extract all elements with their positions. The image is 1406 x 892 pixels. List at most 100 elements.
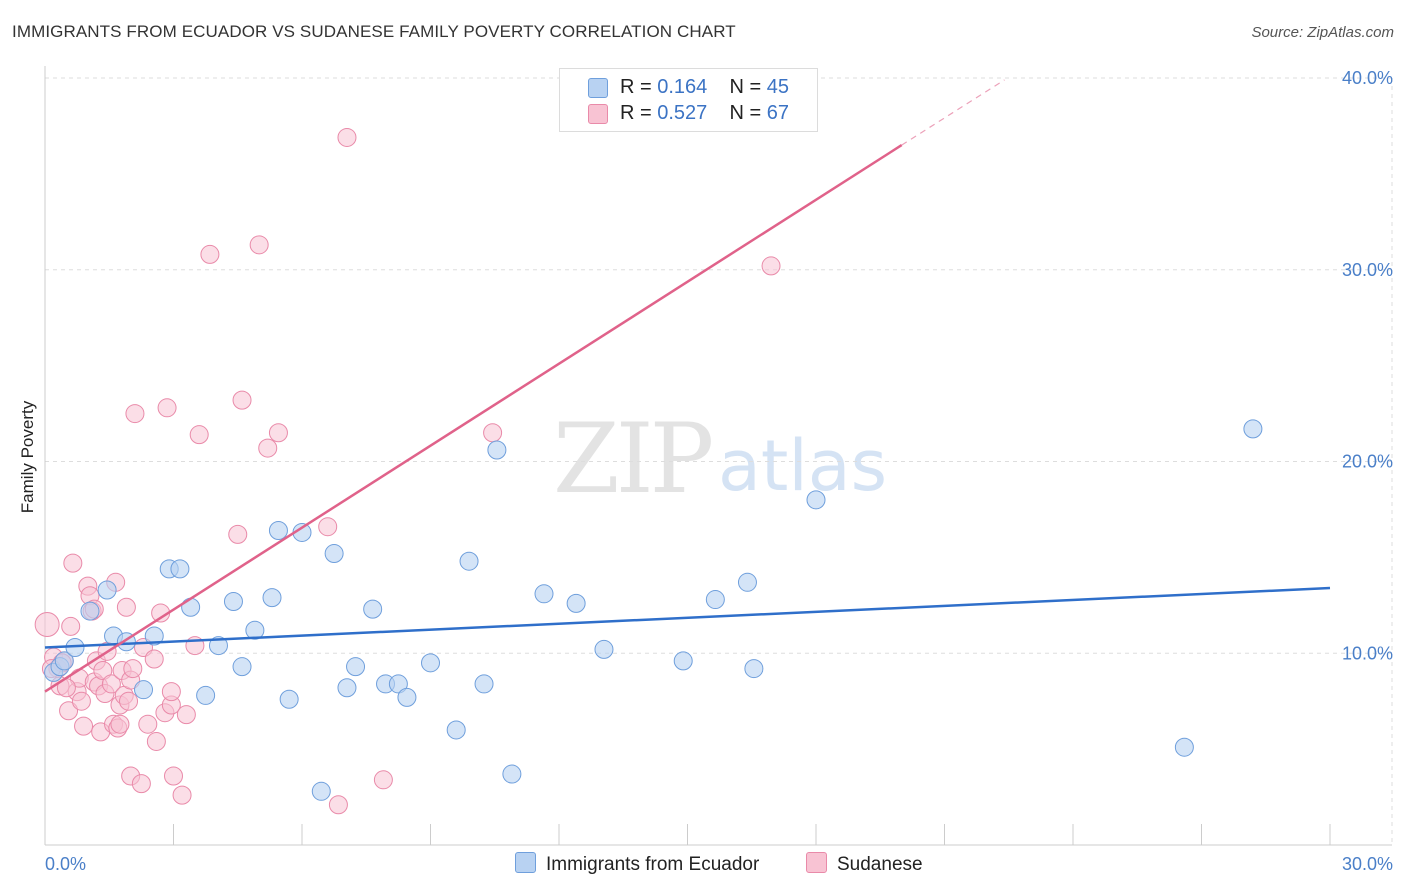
ecuador-point [673,651,693,671]
ecuador-point [705,590,725,610]
ecuador-point [144,626,164,646]
sudanese-point [61,616,81,636]
bottom-legend-swatch-sudanese [806,852,827,873]
sudanese-trend-extension [901,79,1005,146]
ecuador-point [54,651,74,671]
sudanese-point [232,390,252,410]
ecuador-point [245,620,265,640]
sudanese-point [34,611,60,637]
sudanese-point [125,404,145,424]
sudanese-point [144,649,164,669]
ecuador-point [737,572,757,592]
watermark-atlas: atlas [718,425,888,507]
sudanese-point [249,235,269,255]
bottom-legend-label-ecuador: Immigrants from Ecuador [546,854,760,875]
ecuador-point [134,680,154,700]
ecuador-point [97,580,117,600]
y-tick-label: 20.0% [1342,452,1393,472]
ecuador-point [346,657,366,677]
ecuador-point [446,720,466,740]
legend-r-value: 0.164 [657,76,708,98]
y-axis-label: Family Poverty [18,400,37,514]
sudanese-point [337,127,357,147]
axes [44,66,1392,846]
x-tick-label-max: 30.0% [1342,854,1393,874]
bottom-legend-sudanese: Sudanese [806,852,923,876]
ecuador-point [806,490,826,510]
sudanese-point [268,423,288,443]
legend-n-label: N = [729,102,767,124]
sudanese-point [146,731,166,751]
tick-labels: 10.0% 20.0% 30.0% 40.0% 0.0% 30.0% [45,68,1393,874]
sudanese-point [101,674,121,694]
sudanese-point [258,438,278,458]
sudanese-point [172,785,192,805]
ecuador-point [566,593,586,613]
ecuador-point [170,559,190,579]
sudanese-point [761,256,781,276]
sudanese-point [110,714,130,734]
legend: R = 0.164 N = 45 R = 0.527 N = 67 [559,68,818,132]
sudanese-point [123,659,143,679]
ecuador-point [262,588,282,608]
sudanese-point [200,244,220,264]
chart-title: IMMIGRANTS FROM ECUADOR VS SUDANESE FAMI… [12,22,736,41]
bottom-legend-swatch-ecuador [515,852,536,873]
ecuador-point [223,591,243,611]
ecuador-point [1174,737,1194,757]
sudanese-point [74,716,94,736]
ecuador-point [1243,419,1263,439]
watermark-zip: ZIP [553,403,714,515]
ecuador-point [459,551,479,571]
legend-n-value: 67 [766,102,790,124]
sudanese-point [161,682,181,702]
sudanese-point [59,701,79,721]
y-tick-label: 30.0% [1342,260,1393,280]
grid-lines [45,77,1393,845]
legend-r-value: 0.527 [657,102,708,124]
sudanese-trend-line [44,144,903,693]
sudanese-point [373,770,393,790]
bottom-legend-label-sudanese: Sudanese [837,854,923,875]
ecuador-point [502,764,522,784]
ecuador-point [744,659,764,679]
bottom-legend-ecuador: Immigrants from Ecuador [515,852,759,876]
ecuador-trend-line [44,586,1331,649]
ecuador-point [311,781,331,801]
ecuador-point [181,597,201,617]
ecuador-point [397,687,417,707]
y-tick-label: 10.0% [1342,643,1393,663]
ecuador-point [388,674,408,694]
source-label: Source: ZipAtlas.com [1251,24,1394,41]
sudanese-point [63,553,83,573]
sudanese-point [483,423,503,443]
ecuador-point [279,689,299,709]
sudanese-point [176,705,196,725]
ecuador-point [534,584,554,604]
sudanese-point [116,597,136,617]
trend-lines [44,79,1331,693]
ecuador-point [474,674,494,694]
sudanese-point [157,398,177,418]
ecuador-point [363,599,383,619]
sudanese-point [131,774,151,794]
ecuador-point [421,653,440,673]
legend-n-label: N = [729,76,767,98]
sudanese-point [71,691,91,711]
sudanese-point [189,425,209,445]
ecuador-point [337,678,357,698]
ecuador-point [268,521,288,541]
sudanese-point [138,714,158,734]
sudanese-point [164,766,183,786]
legend-swatch-sudanese [588,104,608,124]
sudanese-point [93,661,113,681]
sudanese-point [119,691,139,711]
ecuador-point [196,685,216,705]
sudanese-point [328,795,348,815]
ecuador-point [208,636,228,656]
legend-swatch-ecuador [588,78,608,98]
sudanese-point [318,517,338,537]
legend-n-value: 45 [766,76,790,98]
sudanese-points [34,127,781,815]
legend-r-label: R = [620,76,658,98]
